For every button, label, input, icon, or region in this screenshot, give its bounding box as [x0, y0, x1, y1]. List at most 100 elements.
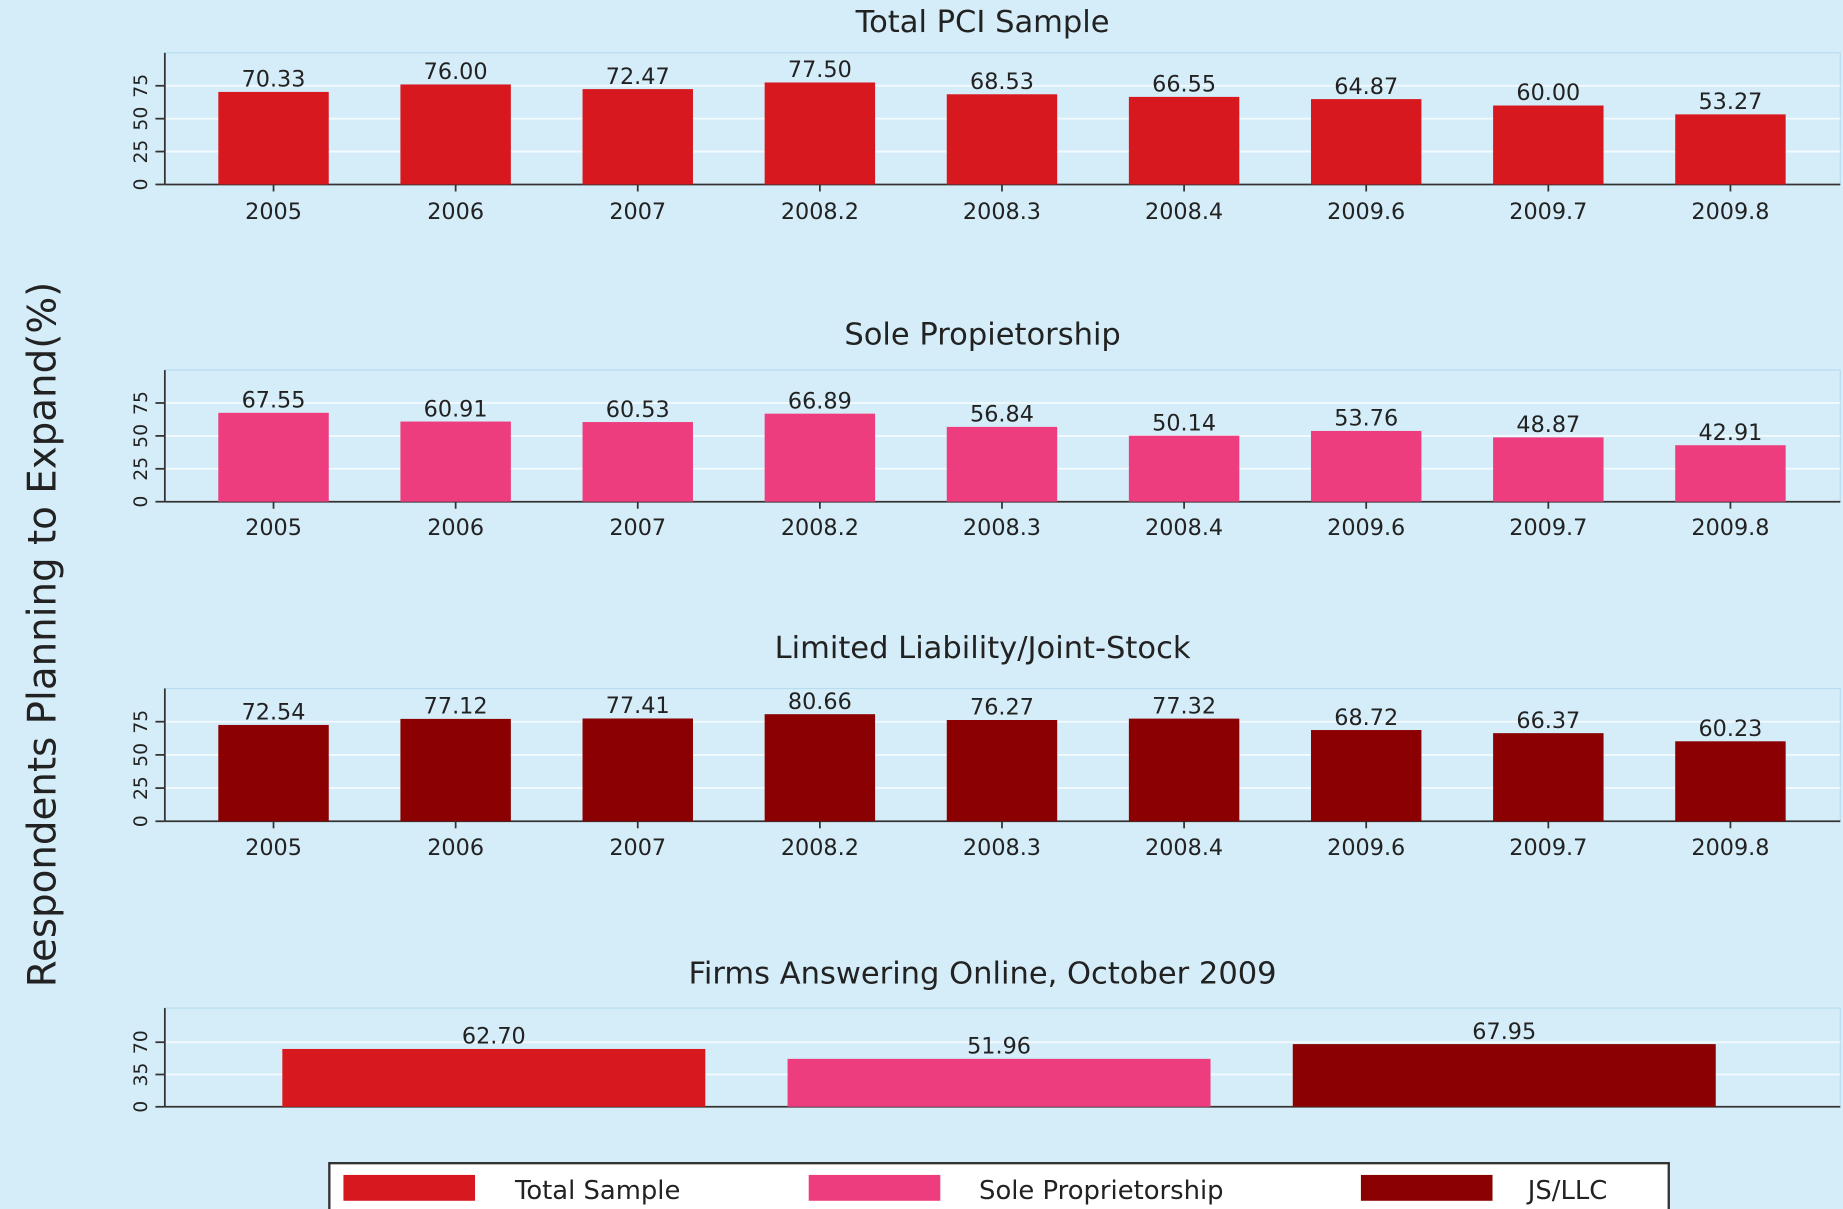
x-tick-label: 2007 — [609, 835, 666, 861]
value-label: 56.84 — [970, 402, 1034, 428]
bar — [764, 714, 876, 822]
x-tick-label: 2009.6 — [1327, 835, 1405, 861]
bar — [400, 421, 511, 502]
value-label: 67.55 — [242, 388, 306, 414]
y-tick-label: 0 — [131, 815, 152, 827]
legend-swatch — [343, 1174, 476, 1201]
legend-label: Sole Proprietorship — [979, 1176, 1223, 1206]
y-tick-label: 75 — [131, 710, 152, 734]
value-label: 68.53 — [970, 69, 1034, 95]
bar — [1292, 1044, 1716, 1107]
chart-title: Firms Answering Online, October 2009 — [689, 957, 1277, 992]
x-tick-label: 2008.3 — [963, 199, 1041, 225]
bar — [1493, 733, 1604, 822]
x-tick-label: 2009.6 — [1327, 515, 1405, 541]
y-tick-label: 0 — [131, 178, 152, 190]
x-tick-label: 2009.6 — [1327, 199, 1405, 225]
x-tick-label: 2008.4 — [1145, 199, 1223, 225]
y-tick-label: 0 — [131, 1101, 152, 1113]
bar — [218, 724, 329, 822]
value-label: 77.32 — [1152, 693, 1216, 719]
value-label: 76.00 — [424, 59, 488, 85]
value-label: 66.89 — [788, 388, 852, 414]
bar — [582, 89, 693, 185]
x-tick-label: 2009.8 — [1691, 835, 1769, 861]
bar — [1128, 96, 1240, 185]
x-tick-label: 2005 — [245, 835, 302, 861]
x-tick-label: 2009.8 — [1691, 515, 1769, 541]
bar — [400, 84, 511, 185]
bar — [218, 91, 329, 185]
value-label: 60.91 — [424, 396, 488, 422]
value-label: 77.50 — [788, 57, 852, 83]
y-tick-label: 25 — [131, 140, 152, 164]
value-label: 50.14 — [1152, 410, 1216, 436]
chart-title: Sole Propietorship — [844, 318, 1120, 353]
value-label: 77.41 — [606, 693, 670, 719]
y-tick-label: 50 — [131, 424, 152, 448]
y-tick-label: 75 — [131, 74, 152, 98]
value-label: 68.72 — [1334, 705, 1398, 731]
x-tick-label: 2008.2 — [781, 199, 859, 225]
x-tick-label: 2009.7 — [1509, 515, 1587, 541]
y-tick-label: 50 — [131, 743, 152, 767]
bar — [400, 718, 511, 822]
value-label: 76.27 — [970, 695, 1034, 721]
y-tick-label: 25 — [131, 457, 152, 481]
bar — [787, 1058, 1211, 1107]
bar — [1128, 718, 1240, 822]
x-tick-label: 2005 — [245, 199, 302, 225]
x-tick-label: 2008.3 — [963, 515, 1041, 541]
x-tick-label: 2009.7 — [1509, 199, 1587, 225]
value-label: 67.95 — [1472, 1019, 1536, 1045]
bar — [946, 94, 1058, 185]
x-tick-label: 2007 — [609, 515, 666, 541]
x-tick-label: 2008.4 — [1145, 515, 1223, 541]
value-label: 80.66 — [788, 689, 852, 715]
y-tick-label: 25 — [131, 776, 152, 800]
y-axis-label: Respondents Planning to Expand(%) — [21, 282, 66, 988]
bar — [1310, 430, 1422, 502]
chart-title: Limited Liability/Joint-Stock — [775, 631, 1191, 666]
bar — [1310, 99, 1422, 185]
value-label: 48.87 — [1516, 412, 1580, 438]
y-tick-label: 35 — [131, 1063, 152, 1087]
bar — [1675, 445, 1786, 502]
x-tick-label: 2006 — [427, 515, 484, 541]
y-tick-label: 70 — [131, 1030, 152, 1054]
bar — [764, 82, 876, 185]
value-label: 53.27 — [1698, 89, 1762, 115]
bar — [946, 720, 1058, 822]
value-label: 66.37 — [1516, 708, 1580, 734]
bar — [218, 412, 329, 502]
chart-title: Total PCI Sample — [855, 5, 1110, 40]
bar — [764, 413, 876, 502]
bar — [1493, 105, 1604, 185]
value-label: 72.47 — [606, 64, 670, 90]
x-tick-label: 2008.2 — [781, 835, 859, 861]
bar — [1675, 114, 1786, 185]
bar — [1310, 730, 1422, 822]
y-tick-label: 0 — [131, 496, 152, 508]
value-label: 66.55 — [1152, 72, 1216, 98]
x-tick-label: 2008.2 — [781, 515, 859, 541]
x-tick-label: 2008.4 — [1145, 835, 1223, 861]
bar — [582, 718, 693, 822]
bar — [582, 422, 693, 502]
value-label: 62.70 — [462, 1024, 526, 1050]
bar — [1675, 741, 1786, 822]
y-tick-label: 75 — [131, 391, 152, 415]
value-label: 77.12 — [424, 694, 488, 720]
bar — [946, 426, 1058, 502]
bar — [1493, 437, 1604, 502]
value-label: 51.96 — [967, 1034, 1031, 1060]
value-label: 53.76 — [1334, 406, 1398, 432]
bar — [282, 1048, 706, 1107]
x-tick-label: 2009.8 — [1691, 199, 1769, 225]
value-label: 60.00 — [1516, 80, 1580, 106]
value-label: 64.87 — [1334, 74, 1398, 100]
x-tick-label: 2005 — [245, 515, 302, 541]
value-label: 42.91 — [1698, 420, 1762, 446]
legend-swatch — [1360, 1174, 1493, 1201]
